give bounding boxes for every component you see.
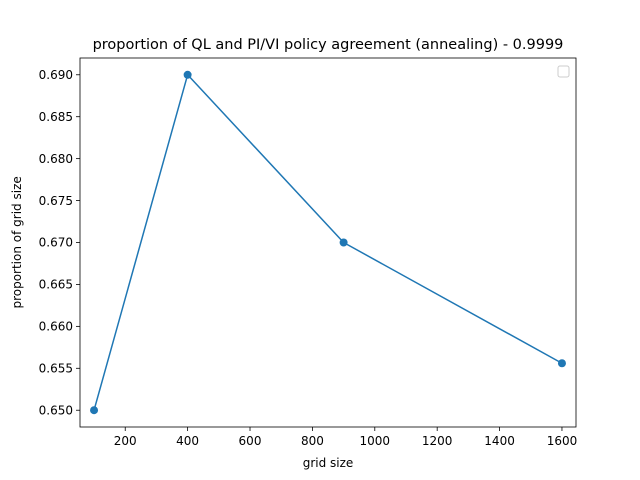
data-point <box>90 406 99 415</box>
series-line <box>93 74 563 411</box>
x-tick-label: 1000 <box>360 434 391 448</box>
y-tick-label: 0.680 <box>39 152 73 166</box>
y-tick-label: 0.650 <box>39 403 73 417</box>
y-tick-label: 0.670 <box>39 236 73 250</box>
y-tick-label: 0.685 <box>39 110 73 124</box>
x-tick-label: 400 <box>176 434 199 448</box>
data-point <box>183 70 192 79</box>
y-tick-label: 0.675 <box>39 194 73 208</box>
chart-title: proportion of QL and PI/VI policy agreem… <box>93 37 564 53</box>
y-axis-label: proportion of grid size <box>10 176 24 308</box>
y-tick-label: 0.665 <box>39 278 73 292</box>
plot-area: 200 400 600 800 1000 1200 1400 1600 0.650 0.655 0.… <box>39 57 578 448</box>
legend-box <box>557 65 570 78</box>
x-tick-label: 200 <box>114 434 137 448</box>
x-axis-label: grid size <box>303 456 354 470</box>
y-tick-label: 0.690 <box>39 68 73 82</box>
y-tick-label: 0.660 <box>39 320 73 334</box>
data-point <box>557 359 566 368</box>
x-tick-label: 800 <box>301 434 324 448</box>
x-tick-label: 600 <box>239 434 262 448</box>
y-tick-label: 0.655 <box>39 361 73 375</box>
x-tick-label: 1600 <box>547 434 578 448</box>
data-point <box>339 238 348 247</box>
x-tick-label: 1400 <box>484 434 515 448</box>
x-tick-label: 1200 <box>422 434 453 448</box>
